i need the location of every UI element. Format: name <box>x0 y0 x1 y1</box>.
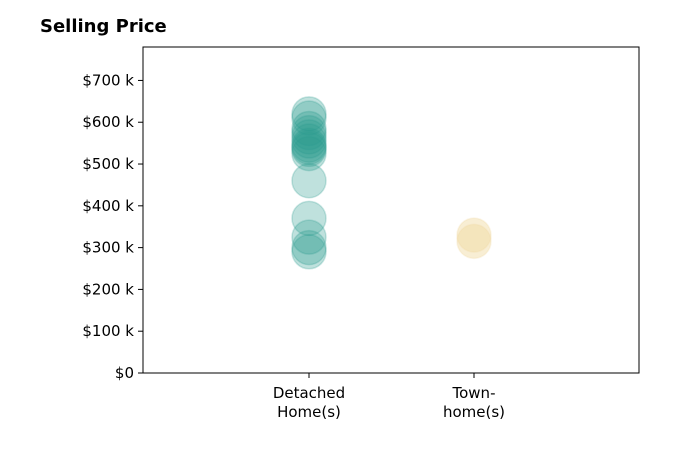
data-point <box>456 217 492 253</box>
y-tick-label: $100 k <box>82 322 134 340</box>
data-point <box>291 229 327 266</box>
y-tick-label: $500 k <box>82 155 134 173</box>
y-tick-label: $700 k <box>82 71 134 89</box>
data-point <box>291 129 327 166</box>
x-tick-label: Town- <box>452 384 496 402</box>
data-point <box>291 131 327 168</box>
data-point <box>291 123 327 159</box>
data-points <box>291 96 492 270</box>
y-tick-label: $600 k <box>82 113 134 131</box>
data-point <box>291 100 327 136</box>
data-point <box>291 119 327 155</box>
y-tick-label: $400 k <box>82 197 134 215</box>
data-point <box>291 162 327 199</box>
data-point <box>291 96 327 132</box>
data-point <box>291 114 327 151</box>
data-point <box>291 200 327 237</box>
y-axis: $0 $100 k $200 k $300 k $400 k $500 k $600 k $7… <box>82 71 143 382</box>
x-tick-label: Home(s) <box>277 403 341 421</box>
data-point <box>456 223 492 260</box>
data-point <box>291 110 327 147</box>
chart-title: Selling Price <box>40 16 167 37</box>
y-tick-label: $300 k <box>82 239 134 257</box>
data-point <box>291 219 327 255</box>
data-point <box>291 127 327 163</box>
y-tick-label: $0 <box>115 364 134 382</box>
x-tick-label: home(s) <box>443 403 505 421</box>
x-tick-label: Detached <box>273 384 345 402</box>
y-tick-label: $200 k <box>82 280 134 298</box>
data-point <box>291 135 327 172</box>
plot-frame <box>142 46 640 374</box>
data-point <box>291 234 327 270</box>
